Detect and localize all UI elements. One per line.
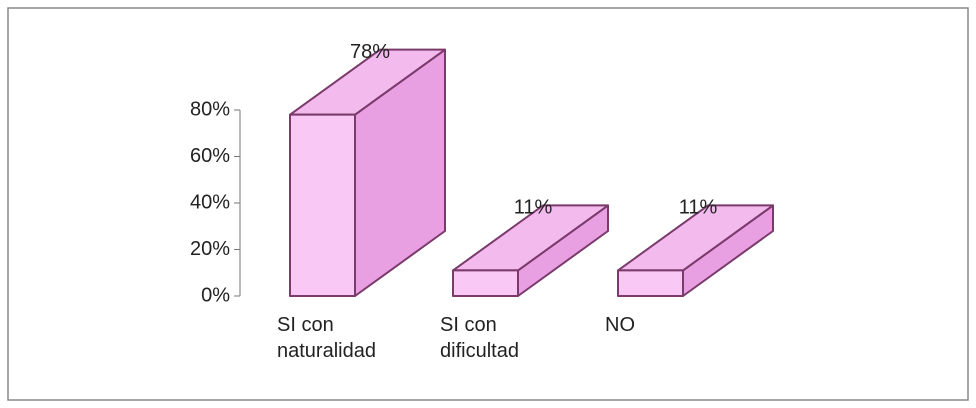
x-tick-label: NO — [605, 314, 635, 336]
bar — [289, 48, 446, 297]
y-tick-label: 40% — [190, 191, 230, 213]
bar — [452, 204, 609, 297]
bar — [617, 204, 774, 297]
x-tick-label: SI con naturalidad — [277, 314, 376, 362]
data-label: 11% — [679, 197, 718, 219]
bar-front — [452, 269, 519, 297]
y-tick-label: 80% — [190, 98, 230, 120]
y-tick-label: 0% — [201, 284, 230, 306]
y-tick-label: 20% — [190, 238, 230, 260]
data-label: 11% — [514, 197, 553, 219]
chart-frame — [7, 7, 969, 401]
data-label: 78% — [350, 41, 390, 63]
bar-front — [289, 113, 356, 297]
x-tick-label: SI con dificultad — [440, 314, 519, 362]
y-tick-label: 60% — [190, 145, 230, 167]
bar-front — [617, 269, 684, 297]
